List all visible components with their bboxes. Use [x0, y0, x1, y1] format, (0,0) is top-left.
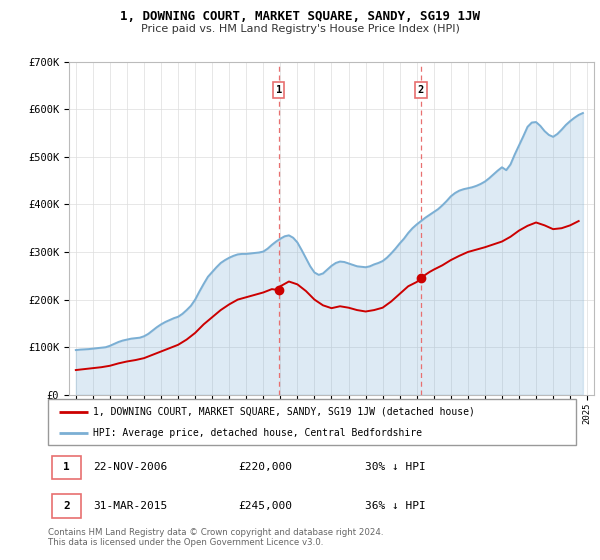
- Text: 2: 2: [64, 501, 70, 511]
- Text: 1: 1: [64, 463, 70, 472]
- Text: Contains HM Land Registry data © Crown copyright and database right 2024.
This d: Contains HM Land Registry data © Crown c…: [48, 528, 383, 547]
- Text: 31-MAR-2015: 31-MAR-2015: [93, 501, 167, 511]
- Text: 2: 2: [418, 85, 424, 95]
- Text: 36% ↓ HPI: 36% ↓ HPI: [365, 501, 425, 511]
- Text: £220,000: £220,000: [238, 463, 292, 472]
- Text: £245,000: £245,000: [238, 501, 292, 511]
- Text: HPI: Average price, detached house, Central Bedfordshire: HPI: Average price, detached house, Cent…: [93, 428, 422, 438]
- Text: 1, DOWNING COURT, MARKET SQUARE, SANDY, SG19 1JW (detached house): 1, DOWNING COURT, MARKET SQUARE, SANDY, …: [93, 407, 475, 417]
- FancyBboxPatch shape: [48, 399, 576, 445]
- Text: 22-NOV-2006: 22-NOV-2006: [93, 463, 167, 472]
- Text: Price paid vs. HM Land Registry's House Price Index (HPI): Price paid vs. HM Land Registry's House …: [140, 24, 460, 34]
- Text: 1: 1: [275, 85, 282, 95]
- Text: 1, DOWNING COURT, MARKET SQUARE, SANDY, SG19 1JW: 1, DOWNING COURT, MARKET SQUARE, SANDY, …: [120, 10, 480, 23]
- Text: 30% ↓ HPI: 30% ↓ HPI: [365, 463, 425, 472]
- FancyBboxPatch shape: [52, 456, 81, 479]
- FancyBboxPatch shape: [52, 494, 81, 517]
